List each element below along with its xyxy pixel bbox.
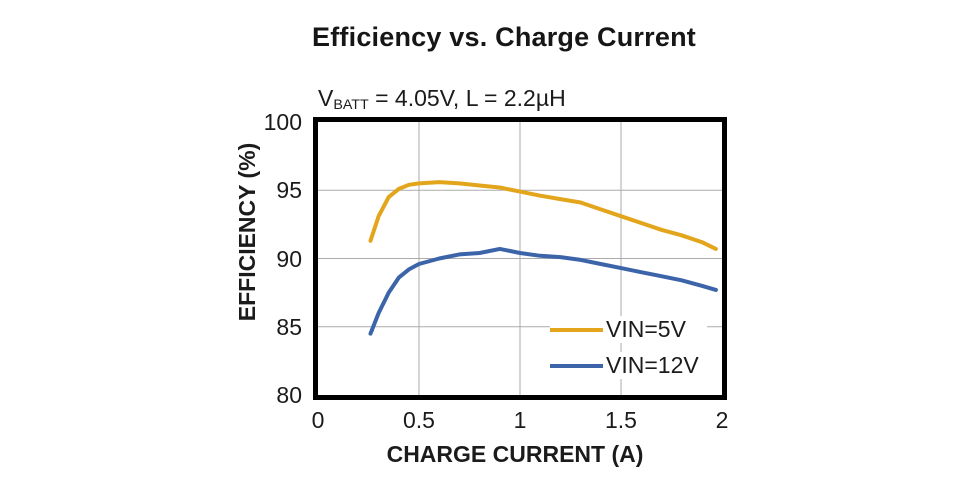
vin-12v-line-swatch-icon: [550, 363, 603, 368]
legend-entry-vin-5v: VIN=5V: [550, 316, 707, 343]
vin-5v-line-swatch-icon: [550, 327, 603, 332]
x-tick-label-0: 0: [311, 407, 325, 433]
legend-entry-vin-12v: VIN=12V: [550, 352, 707, 379]
subtitle-subscript: BATT: [333, 97, 369, 114]
y-tick-label-100: 100: [263, 109, 302, 135]
x-tick-label-0.5: 0.5: [403, 407, 435, 433]
x-tick-label-2: 2: [715, 407, 729, 433]
series-line-vin-12v: [368, 246, 718, 336]
subtitle-rest: = 4.05V, L = 2.2µH: [368, 85, 566, 111]
plot-area: [313, 117, 727, 400]
legend-label-vin-5v: VIN=5V: [606, 316, 686, 342]
series-line-vin-5v: [368, 180, 718, 251]
x-tick-label-1: 1: [513, 407, 527, 433]
legend-label-vin-12v: VIN=12V: [606, 352, 699, 378]
legend: VIN=5V VIN=12V: [550, 316, 707, 379]
x-axis-title: CHARGE CURRENT (A): [386, 441, 644, 467]
y-tick-label-95: 95: [276, 177, 302, 204]
chart-subtitle: VBATT = 4.05V, L = 2.2µH: [318, 85, 566, 113]
y-tick-label-90: 90: [276, 245, 302, 272]
y-tick-label-80: 80: [276, 382, 302, 408]
subtitle-base: V: [318, 85, 334, 111]
y-tick-label-85: 85: [276, 313, 302, 340]
chart-title: Efficiency vs. Charge Current: [312, 22, 696, 52]
x-tick-label-1.5: 1.5: [605, 407, 637, 433]
plot-svg: [318, 122, 722, 395]
